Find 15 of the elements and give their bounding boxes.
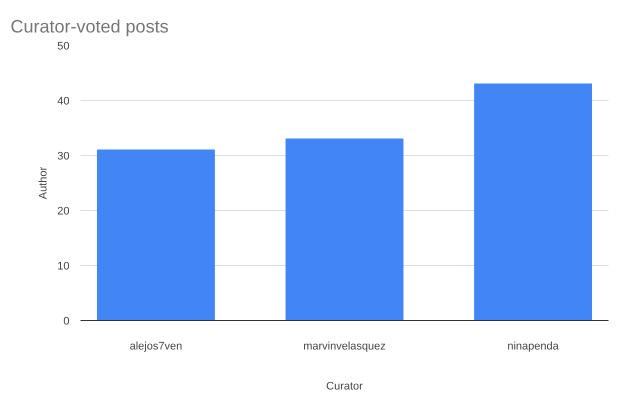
x-tick-label: alejos7ven bbox=[130, 340, 182, 352]
y-tick-label: 10 bbox=[57, 260, 70, 272]
bar bbox=[96, 150, 215, 320]
x-axis-title: Curator bbox=[326, 380, 364, 392]
y-tick-label: 30 bbox=[57, 150, 70, 162]
x-tick-label: marvinvelasquez bbox=[303, 340, 386, 352]
x-tick-label: ninapenda bbox=[507, 340, 560, 352]
y-axis-title: Author bbox=[37, 166, 50, 200]
y-tick-label: 40 bbox=[57, 96, 70, 108]
chart-title: Curator-voted posts bbox=[10, 16, 169, 36]
y-tick-label: 20 bbox=[57, 206, 70, 218]
y-tick-label: 50 bbox=[57, 40, 70, 52]
bar bbox=[286, 138, 404, 320]
bar bbox=[474, 84, 592, 320]
y-tick-label: 0 bbox=[63, 316, 70, 328]
